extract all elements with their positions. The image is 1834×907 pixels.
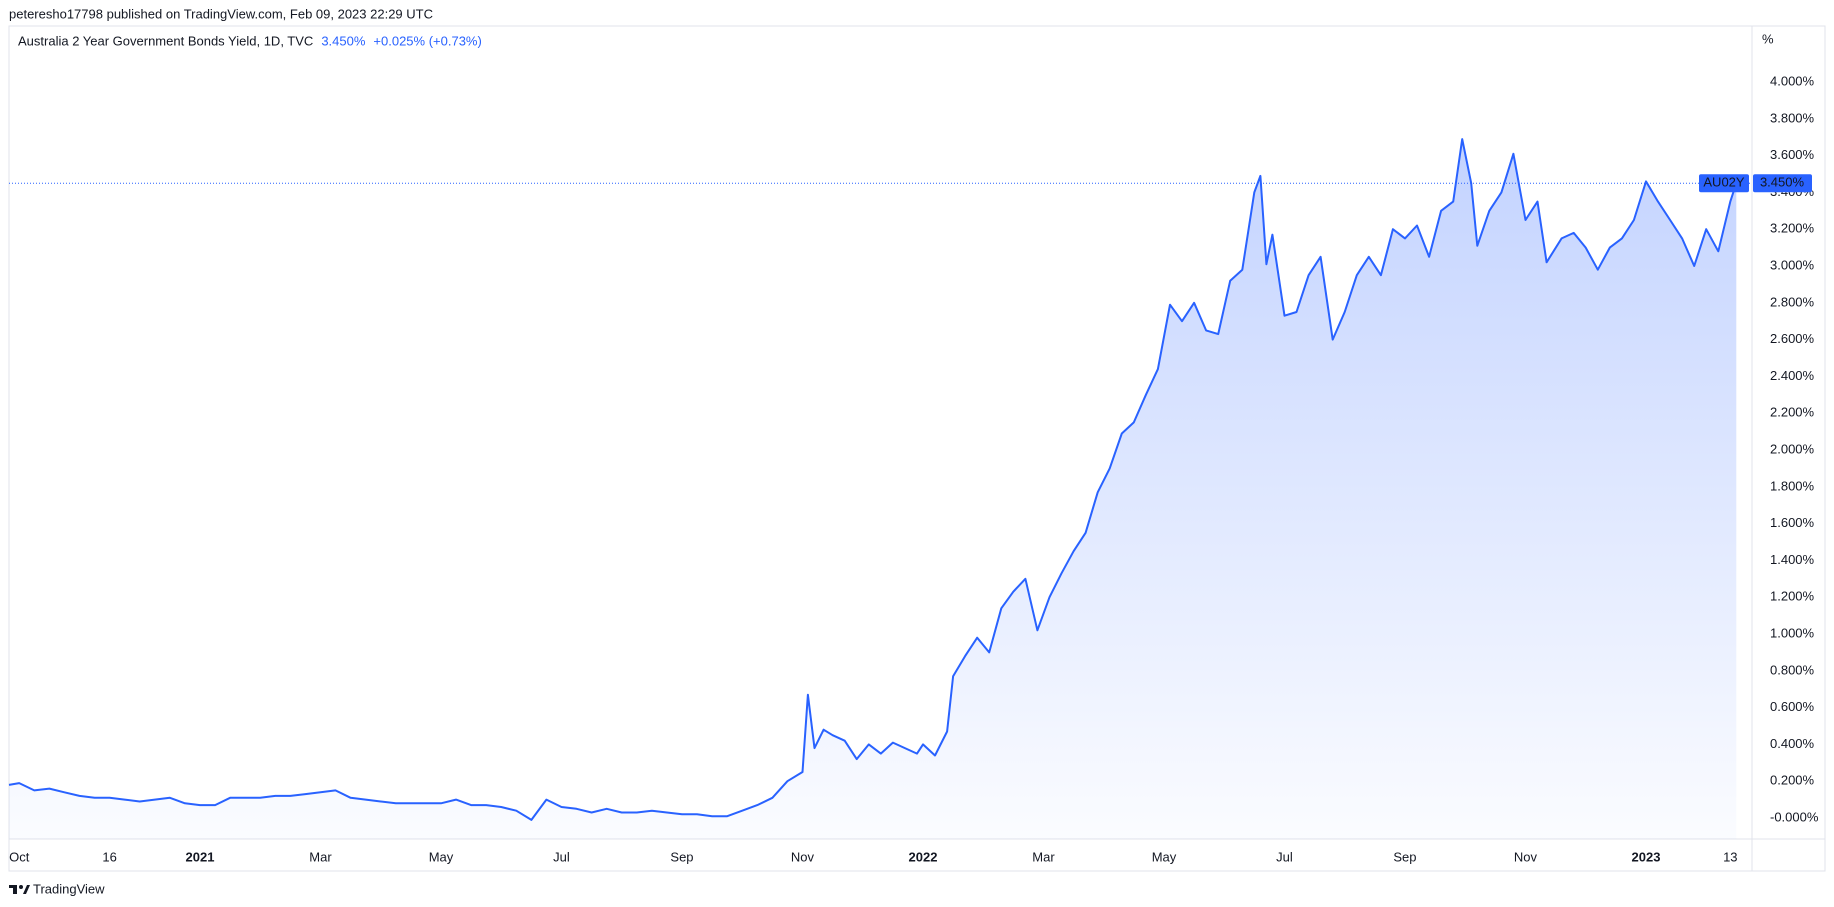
unit-label: % — [1762, 31, 1774, 46]
legend-change: +0.025% (+0.73%) — [373, 33, 481, 48]
y-tick-label: 2.600% — [1770, 331, 1815, 346]
x-tick-label: 2023 — [1632, 849, 1661, 864]
y-tick-label: 1.200% — [1770, 589, 1815, 604]
y-tick-label: 0.400% — [1770, 736, 1815, 751]
y-tick-label: 0.800% — [1770, 662, 1815, 677]
y-tick-label: 3.200% — [1770, 221, 1815, 236]
x-tick-label: Jul — [553, 849, 570, 864]
y-tick-label: -0.000% — [1770, 809, 1819, 824]
y-tick-label: 1.800% — [1770, 478, 1815, 493]
legend-symbol: Australia 2 Year Government Bonds Yield,… — [18, 33, 313, 48]
x-tick-label: 2021 — [186, 849, 215, 864]
y-tick-label: 1.000% — [1770, 625, 1815, 640]
brand: TradingView — [33, 881, 105, 896]
x-tick-label: Nov — [1514, 849, 1538, 864]
last-price-badge-text: 3.450% — [1760, 175, 1805, 190]
x-tick-label: Mar — [309, 849, 332, 864]
legend-last: 3.450% — [321, 33, 366, 48]
x-tick-label: Sep — [670, 849, 693, 864]
chart-frame — [8, 25, 1826, 872]
x-tick-label: May — [1152, 849, 1177, 864]
y-tick-label: 0.600% — [1770, 699, 1815, 714]
brand-logo — [9, 885, 30, 894]
plot — [8, 138, 1738, 840]
publish-info: peteresho17798 published on TradingView.… — [9, 6, 433, 21]
y-tick-label: 3.800% — [1770, 110, 1815, 125]
y-tick-label: 2.800% — [1770, 294, 1815, 309]
price-line — [8, 138, 1738, 821]
last-price-badge — [1753, 174, 1812, 193]
x-tick-label: Nov — [791, 849, 815, 864]
x-tick-label: Sep — [1393, 849, 1416, 864]
y-tick-label: 3.000% — [1770, 257, 1815, 272]
x-tick-label: May — [429, 849, 454, 864]
y-tick-label: 4.000% — [1770, 73, 1815, 88]
y-tick-label: 3.600% — [1770, 147, 1815, 162]
x-tick-label: Oct — [9, 849, 30, 864]
x-tick-label: 13 — [1723, 849, 1737, 864]
y-tick-label: 0.200% — [1770, 773, 1815, 788]
symbol-badge-text: AU02Y — [1703, 175, 1745, 190]
symbol-badge — [1699, 174, 1749, 193]
y-tick-label: 2.200% — [1770, 405, 1815, 420]
x-tick-label: 16 — [102, 849, 116, 864]
y-tick-label: 1.400% — [1770, 552, 1815, 567]
y-tick-label: 2.000% — [1770, 441, 1815, 456]
area-fill — [9, 139, 1737, 840]
x-tick-label: Mar — [1032, 849, 1055, 864]
x-tick-label: 2022 — [909, 849, 938, 864]
x-tick-label: Jul — [1276, 849, 1293, 864]
y-tick-label: 1.600% — [1770, 515, 1815, 530]
y-tick-label: 2.400% — [1770, 368, 1815, 383]
